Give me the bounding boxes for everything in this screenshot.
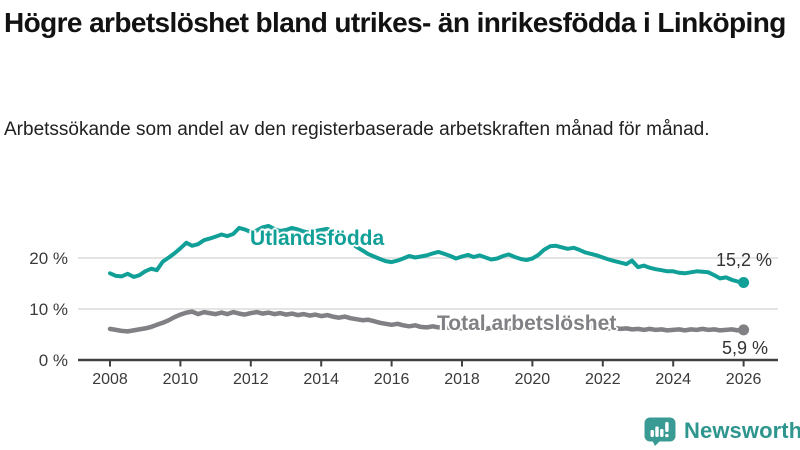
chart-subtitle: Arbetssökande som andel av den registerb…	[4, 119, 710, 140]
x-tick-label: 2022	[585, 371, 621, 388]
foreign-born-end-dot	[738, 276, 750, 288]
x-tick-label: 2020	[515, 371, 551, 388]
x-tick-label: 2014	[303, 371, 339, 388]
x-tick-label: 2010	[163, 371, 199, 388]
x-tick-label: 2016	[374, 371, 410, 388]
end-value-foreign-born: 15,2 %	[715, 250, 772, 270]
foreign-born-line	[108, 223, 746, 285]
page-title: Högre arbetslöshet bland utrikes- än inr…	[4, 7, 786, 38]
series-label-foreign-born: Utlandsfödda	[250, 227, 385, 250]
y-tick-label: 0 %	[39, 351, 68, 370]
total-end-dot	[738, 324, 750, 336]
x-tick-label: 2008	[92, 371, 128, 388]
newsworthy-logo[interactable]: Newsworthy	[644, 416, 800, 446]
total-unemployment-line	[107, 309, 746, 334]
x-tick-label: 2018	[444, 371, 480, 388]
end-value-total: 5,9 %	[721, 338, 768, 358]
y-tick-label: 20 %	[29, 249, 68, 268]
x-tick-label: 2012	[233, 371, 269, 388]
y-tick-label: 10 %	[29, 300, 68, 319]
series-label-total: Total arbetslöshet	[437, 312, 617, 335]
x-tick-label: 2024	[655, 371, 691, 388]
chart-speech-bubble-icon	[644, 417, 677, 446]
brand-name: Newsworthy	[684, 418, 800, 443]
x-tick-label: 2026	[726, 371, 762, 388]
